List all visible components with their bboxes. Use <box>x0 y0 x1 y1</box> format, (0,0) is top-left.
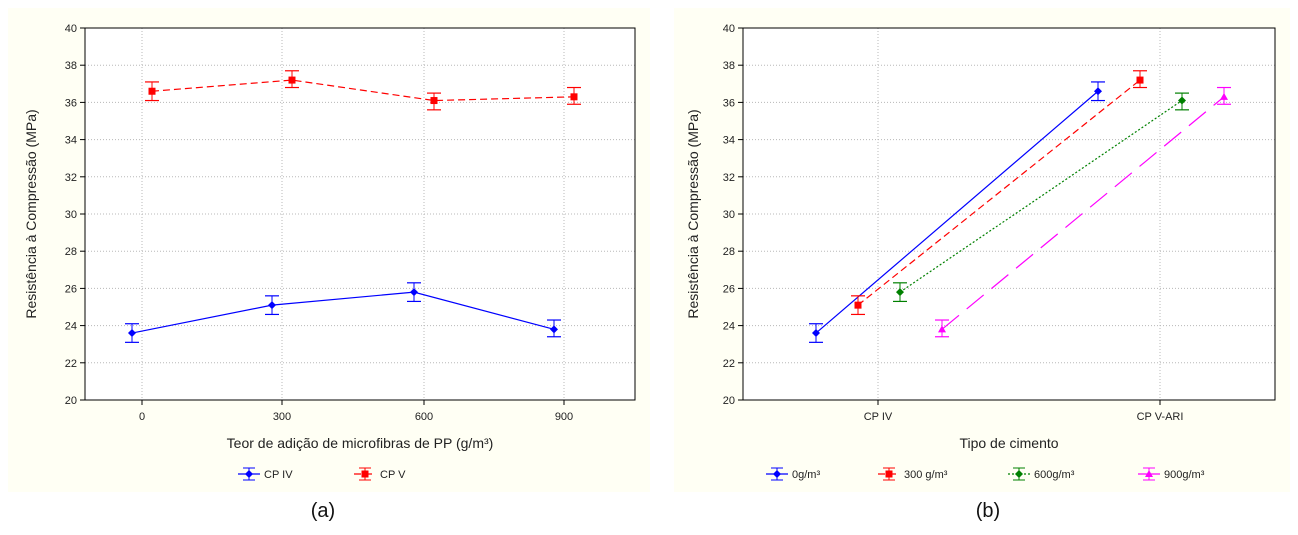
y-tick-label: 24 <box>723 321 735 333</box>
data-point <box>1178 96 1186 105</box>
y-tick-label: 40 <box>65 23 77 35</box>
series-line <box>131 291 555 334</box>
data-point <box>896 288 904 297</box>
y-tick-label: 40 <box>723 23 735 35</box>
legend-label: CP V <box>380 469 406 481</box>
legend: 0g/m³ 300 g/m³ 600g/m³ 900g/m³ <box>766 467 1205 481</box>
data-point <box>1094 87 1102 96</box>
y-tick-label: 28 <box>65 246 77 258</box>
chart-b-svg: 20 22 24 26 28 30 32 34 36 38 40 CP IV CP V-ARI Tipo … <box>685 23 1276 481</box>
y-tick-label: 24 <box>65 321 77 333</box>
y-tick-label: 20 <box>65 395 77 407</box>
legend-label: 600g/m³ <box>1034 469 1075 481</box>
y-tick-label: 34 <box>65 135 77 147</box>
y-tick-label: 36 <box>723 97 735 109</box>
legend-marker <box>885 470 893 478</box>
series-2 <box>145 70 581 111</box>
series-2 <box>851 70 1147 316</box>
legend-label: 0g/m³ <box>792 469 820 481</box>
series-line <box>151 79 575 102</box>
data-point <box>430 97 438 105</box>
data-point <box>854 301 862 309</box>
chart-panel-a: 20 22 24 26 28 30 32 34 36 38 40 0 300 600 900 Teor de … <box>8 8 650 492</box>
x-tick-label: 0 <box>139 411 145 423</box>
plot-area <box>85 28 635 400</box>
y-tick-label: 32 <box>65 172 77 184</box>
x-tick-label: CP V-ARI <box>1137 411 1184 423</box>
y-tick-label: 22 <box>723 358 735 370</box>
x-tick-label: 300 <box>273 411 291 423</box>
data-point <box>288 76 296 84</box>
y-tick-label: 32 <box>723 172 735 184</box>
series-1 <box>809 81 1105 343</box>
legend-label: CP IV <box>264 469 293 481</box>
data-point <box>812 329 820 338</box>
data-point <box>148 87 156 95</box>
caption-b: (b) <box>975 500 1001 522</box>
x-axis-title: Tipo de cimento <box>959 435 1058 451</box>
y-tick-label: 38 <box>65 60 77 72</box>
y-tick-label: 26 <box>65 283 77 295</box>
y-axis-title: Resistência à Compressão (MPa) <box>23 109 39 318</box>
legend-marker <box>361 470 369 478</box>
x-tick-label: 600 <box>415 411 433 423</box>
data-point <box>550 325 558 334</box>
y-tick-label: 36 <box>65 97 77 109</box>
legend-marker <box>245 470 253 478</box>
series-line <box>857 79 1141 306</box>
series-line <box>815 90 1099 334</box>
y-tick-label: 30 <box>65 209 77 221</box>
y-tick-label: 38 <box>723 60 735 72</box>
x-axis-title: Teor de adição de microfibras de PP (g/m… <box>227 435 494 451</box>
data-point <box>570 93 578 101</box>
plot-area <box>743 28 1275 400</box>
legend-marker <box>1015 470 1023 478</box>
y-tick-label: 22 <box>65 358 77 370</box>
y-tick-label: 26 <box>723 283 735 295</box>
data-point <box>1220 92 1228 100</box>
data-point <box>1136 76 1144 84</box>
legend-marker <box>773 470 781 478</box>
y-tick-label: 34 <box>723 135 735 147</box>
caption-a: (a) <box>310 500 336 522</box>
legend-marker <box>1145 470 1153 477</box>
data-point <box>128 329 136 338</box>
x-tick-label: CP IV <box>864 411 893 423</box>
legend: CP IV CP V <box>238 467 406 481</box>
y-axis-title: Resistência à Compressão (MPa) <box>685 109 701 318</box>
data-point <box>938 325 946 333</box>
series-3 <box>893 92 1189 303</box>
series-line <box>941 96 1225 330</box>
series-4 <box>935 86 1231 338</box>
legend-label: 900g/m³ <box>1164 469 1205 481</box>
y-tick-label: 28 <box>723 246 735 258</box>
data-point <box>410 288 418 297</box>
data-point <box>268 301 276 310</box>
y-tick-label: 30 <box>723 209 735 221</box>
series-line <box>899 100 1183 293</box>
y-tick-label: 20 <box>723 395 735 407</box>
x-tick-label: 900 <box>555 411 573 423</box>
series-1 <box>125 282 561 343</box>
chart-a-svg: 20 22 24 26 28 30 32 34 36 38 40 0 300 600 900 Teor de … <box>23 23 636 481</box>
chart-panel-b: 20 22 24 26 28 30 32 34 36 38 40 CP IV CP V-ARI Tipo … <box>674 8 1290 492</box>
legend-label: 300 g/m³ <box>904 469 948 481</box>
